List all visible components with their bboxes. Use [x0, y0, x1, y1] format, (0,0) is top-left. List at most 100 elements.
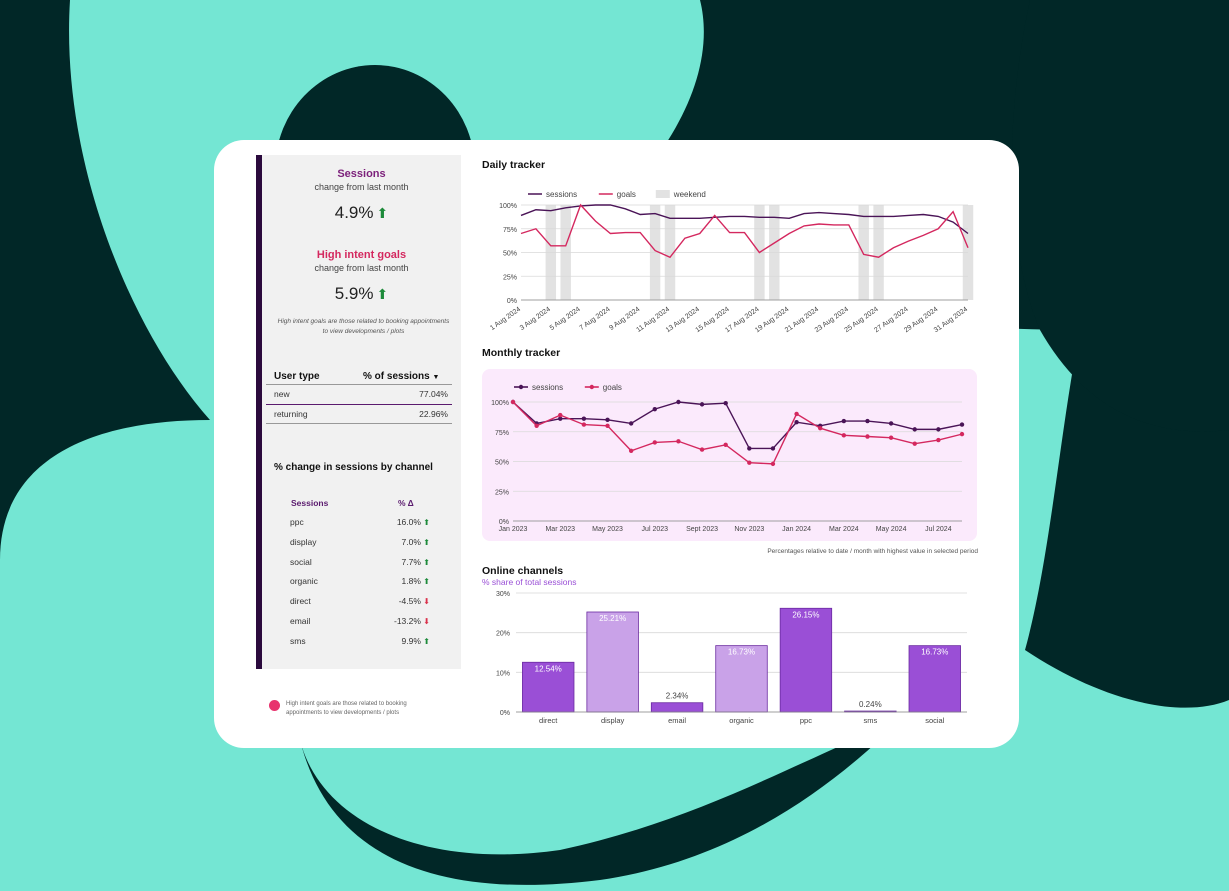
channel-label: sms: [290, 635, 306, 646]
x-tick-label: 5 Aug 2024: [549, 306, 582, 332]
legend-label-goals: goals: [617, 190, 636, 199]
table-divider: [266, 384, 452, 385]
sessions-point: [558, 416, 563, 421]
sessions-point: [581, 416, 587, 421]
x-tick-label: social: [925, 716, 945, 725]
channel-label: organic: [290, 576, 318, 587]
y-tick-label: 10%: [496, 670, 510, 677]
x-tick-label: Sept 2023: [686, 526, 718, 533]
legend-label-sessions: sessions: [532, 383, 563, 392]
y-tick-label: 30%: [496, 591, 510, 598]
sessions-point: [699, 402, 705, 407]
sessions-line: [520, 204, 969, 235]
bar-value-label: 2.34%: [666, 692, 689, 701]
online-channels-chart: 0% 10% 20% 30% 12.54% direct 25.21% display 2.34…: [496, 591, 967, 725]
channel-row[interactable]: sms 9.9% ⬆: [290, 636, 430, 656]
percent-sessions-label: % of sessions: [363, 371, 430, 382]
channel-change-value: 7.7%: [401, 556, 424, 567]
x-tick-label: Mar 2024: [829, 526, 859, 533]
channel-change-title: % change in sessions by channel: [274, 462, 433, 473]
channel-label: direct: [290, 596, 311, 607]
y-tick-label: 25%: [503, 274, 517, 281]
table-divider: [266, 404, 452, 405]
x-tick-label: Jan 2024: [782, 526, 811, 533]
sessions-point: [936, 427, 941, 432]
user-type-label: new: [274, 389, 290, 399]
channel-change-value: 7.0%: [401, 536, 424, 547]
percent-sessions-header[interactable]: % of sessions ▼: [363, 371, 439, 382]
up-arrow-icon: ⬆: [423, 537, 430, 547]
sessions-point: [723, 400, 728, 406]
goals-kpi-subtitle: change from last month: [314, 263, 409, 273]
channel-row[interactable]: ppc 16.0% ⬆: [290, 517, 430, 537]
user-type-label: returning: [274, 409, 308, 419]
table-divider: [266, 423, 452, 424]
bar-value-label: 12.54%: [535, 664, 562, 673]
y-tick-label: 25%: [495, 489, 509, 496]
bar: [650, 702, 704, 713]
y-tick-label: 0%: [507, 298, 517, 305]
goals-point: [865, 434, 870, 439]
goals-kpi-number: 5.9%: [334, 284, 374, 303]
table-row[interactable]: returning 22.96%: [266, 405, 452, 424]
channel-row[interactable]: email -13.2% ⬇: [290, 616, 430, 636]
channel-change: -4.5% ⬇: [399, 596, 430, 606]
channel-row[interactable]: display 7.0% ⬆: [290, 537, 430, 557]
online-channels-title: Online channels: [482, 565, 564, 577]
sessions-kpi-subtitle: change from last month: [314, 182, 409, 192]
channel-row[interactable]: direct -4.5% ⬇: [290, 596, 430, 616]
bar-value-label: 0.24%: [859, 700, 882, 709]
x-tick-label: 3 Aug 2024: [519, 306, 552, 332]
up-arrow-icon: ⬆: [376, 286, 389, 302]
x-tick-label: organic: [729, 716, 754, 725]
bar: [779, 607, 833, 713]
x-tick-label: 7 Aug 2024: [579, 306, 612, 332]
sessions-point: [865, 418, 870, 424]
channel-label: email: [290, 616, 311, 626]
x-tick-label: email: [668, 716, 686, 725]
channel-change: 16.0% ⬆: [397, 517, 430, 527]
legend-label-sessions: sessions: [546, 190, 577, 199]
online-channels-subtitle: % share of total sessions: [482, 577, 577, 587]
legend-label-goals: goals: [603, 383, 622, 392]
y-tick-label: 75%: [503, 227, 517, 234]
channel-change-value: 16.0%: [396, 517, 424, 527]
x-tick-label: May 2024: [876, 526, 907, 533]
channel-change: 7.0% ⬆: [402, 537, 430, 547]
goals-kpi-title: High intent goals: [316, 249, 407, 261]
x-tick-label: ppc: [800, 716, 812, 725]
goals-point: [841, 433, 847, 438]
goals-point: [628, 448, 634, 453]
channel-row[interactable]: organic 1.8% ⬆: [290, 576, 430, 596]
up-arrow-icon: ⬆: [423, 557, 430, 567]
y-tick-label: 100%: [491, 400, 509, 407]
goals-point: [912, 441, 917, 446]
goals-point: [959, 431, 965, 437]
user-type-value: 22.96%: [419, 409, 448, 419]
goals-point: [605, 423, 610, 428]
goals-point: [723, 442, 728, 448]
bar-value-label: 25.21%: [599, 614, 626, 623]
monthly-tracker-title: Monthly tracker: [482, 347, 561, 359]
channel-col-sessions: Sessions: [291, 498, 329, 508]
goals-legend-dot: [269, 700, 280, 711]
user-type-value: 77.04%: [419, 389, 448, 399]
channel-row[interactable]: social 7.7% ⬆: [290, 557, 430, 577]
sessions-line: [512, 401, 963, 450]
relative-note: Percentages relative to date / month wit…: [767, 548, 978, 555]
sessions-point: [605, 417, 610, 423]
user-type-header[interactable]: User type: [274, 371, 320, 382]
goals-point: [770, 461, 776, 467]
up-arrow-icon: ⬆: [423, 577, 430, 587]
goals-point: [534, 423, 539, 428]
x-tick-label: 1 Aug 2024: [489, 306, 522, 332]
channel-change-value: 1.8%: [401, 576, 424, 587]
table-row[interactable]: new 77.04%: [266, 385, 452, 404]
goals-point: [652, 440, 657, 445]
sessions-point: [770, 446, 776, 451]
bar-value-label: 16.73%: [728, 648, 755, 657]
goals-point: [676, 439, 681, 444]
up-arrow-icon: ⬆: [423, 518, 430, 527]
channel-change-value: -4.5%: [398, 596, 424, 607]
